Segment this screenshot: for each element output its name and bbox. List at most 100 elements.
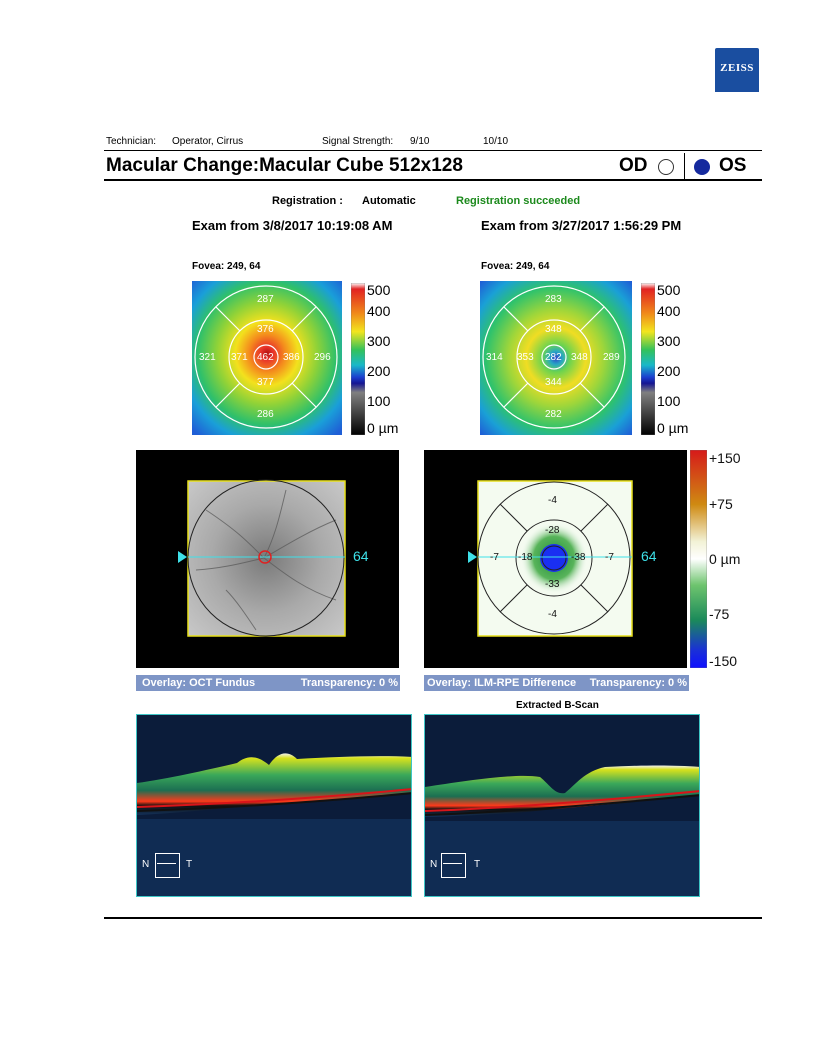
oct-fundus-panel [136, 450, 399, 668]
bscan-right: N T [424, 714, 700, 897]
scale-left-500: 500 [367, 282, 391, 298]
diff-scale-minus150: -150 [709, 653, 738, 669]
diff-inner-top: -28 [545, 525, 560, 536]
etdrs-left-outer-bottom: 286 [257, 409, 274, 420]
thickness-scale-right-labels: 500 400 300 200 100 0 µm [657, 281, 707, 441]
diff-scale-plus150: +150 [709, 450, 741, 466]
bscan-right-nasal: N [430, 859, 438, 870]
difference-scale-bar [690, 450, 707, 668]
technician-label: Technician: [106, 136, 157, 147]
thickness-scale-left-bar [351, 283, 365, 435]
diff-outer-left: -7 [490, 552, 499, 563]
bscan-left-nasal: N [142, 859, 150, 870]
etdrs-right-inner-right: 348 [571, 352, 588, 363]
bscan-left-orientation-box [155, 853, 180, 878]
exam-left-title: Exam from 3/8/2017 10:19:08 AM [192, 218, 393, 233]
etdrs-left-values: 287 376 462 386 296 377 286 371 321 [192, 281, 342, 435]
header-rule-bottom [104, 179, 762, 181]
bscan-right-arrow-icon [443, 863, 462, 864]
scale-right-100: 100 [657, 393, 681, 409]
scale-right-400: 400 [657, 303, 681, 319]
difference-overlay-label: Overlay: ILM-RPE Difference [427, 677, 577, 689]
etdrs-right-outer-right: 289 [603, 352, 620, 363]
fundus-overlay-bar[interactable]: Overlay: OCT Fundus Transparency: 0 % [136, 675, 400, 691]
fundus-overlay-label: Overlay: OCT Fundus [142, 677, 256, 689]
scale-left-200: 200 [367, 363, 391, 379]
zeiss-logo-text: ZEISS [720, 62, 754, 74]
etdrs-right-outer-top: 283 [545, 294, 562, 305]
zeiss-logo [715, 48, 759, 92]
bscan-right-image [425, 715, 699, 896]
etdrs-left-outer-right: 296 [314, 352, 331, 363]
footer-rule [104, 917, 762, 919]
diff-scale-zero: 0 µm [709, 551, 741, 567]
registration-label: Registration : [272, 195, 343, 207]
scale-left-300: 300 [367, 333, 391, 349]
etdrs-left-inner-left: 371 [231, 352, 248, 363]
etdrs-right-outer-bottom: 282 [545, 409, 562, 420]
scale-right-500: 500 [657, 282, 681, 298]
zeiss-logo-band [715, 86, 759, 92]
difference-transparency-label: Transparency: 0 % [589, 677, 687, 689]
ilm-rpe-difference-panel [424, 450, 687, 668]
bscan-left-arrow-icon [157, 863, 176, 864]
scale-right-200: 200 [657, 363, 681, 379]
signal-strength-label: Signal Strength: [322, 136, 394, 147]
etdrs-left-center: 462 [257, 352, 274, 363]
etdrs-left-inner-top: 376 [257, 324, 274, 335]
bscan-right-orientation-box [441, 853, 466, 878]
diff-outer-bottom: -4 [548, 609, 557, 620]
difference-overlay-bar[interactable]: Overlay: ILM-RPE Difference Transparency… [424, 675, 689, 691]
etdrs-right-inner-bottom: 344 [545, 377, 562, 388]
difference-slice-label: 64 [641, 548, 657, 564]
etdrs-left-inner-right: 386 [283, 352, 300, 363]
diff-scale-minus75: -75 [709, 606, 730, 622]
header-rule-top [104, 150, 762, 151]
etdrs-right-outer-left: 314 [486, 352, 503, 363]
os-label: OS [719, 155, 747, 176]
eye-divider [684, 153, 685, 179]
thickness-scale-left-labels: 500 400 300 200 100 0 µm [367, 281, 417, 441]
signal-strength-value-2: 10/10 [483, 136, 509, 147]
thickness-map-right [480, 281, 632, 435]
page-title: Macular Change:Macular Cube 512x128 [106, 155, 463, 176]
os-selected-icon [694, 159, 710, 175]
etdrs-right-values: 283 348 282 348 289 344 282 353 314 [480, 281, 632, 435]
exam-right-title: Exam from 3/27/2017 1:56:29 PM [481, 218, 682, 233]
diff-inner-left: -18 [518, 552, 533, 563]
scale-right-0: 0 µm [657, 420, 689, 436]
bscan-left-temporal: T [186, 859, 193, 870]
diff-scale-plus75: +75 [709, 496, 733, 512]
fundus-transparency-label: Transparency: 0 % [300, 677, 398, 689]
signal-strength-value-1: 9/10 [410, 136, 430, 147]
etdrs-left-outer-top: 287 [257, 294, 274, 305]
bscan-right-temporal: T [474, 859, 481, 870]
etdrs-left-outer-left: 321 [199, 352, 216, 363]
scale-right-300: 300 [657, 333, 681, 349]
scale-left-0: 0 µm [367, 420, 399, 436]
registration-status: Registration succeeded [456, 195, 581, 207]
scale-left-100: 100 [367, 393, 391, 409]
diff-inner-right: -38 [571, 552, 586, 563]
difference-scale-labels: +150 +75 0 µm -75 -150 [709, 450, 759, 670]
etdrs-right-inner-left: 353 [517, 352, 534, 363]
thickness-scale-right-bar [641, 283, 655, 435]
diff-inner-bottom: -33 [545, 579, 560, 590]
od-label: OD [619, 155, 648, 176]
fundus-slice-label: 64 [353, 548, 369, 564]
thickness-map-left [192, 281, 342, 435]
exam-right-fovea: Fovea: 249, 64 [481, 261, 550, 272]
od-radio-icon [658, 159, 674, 175]
bscan-left: N T [136, 714, 412, 897]
difference-values: -4 -28 -38 -7 -33 -4 -18 -7 [424, 450, 687, 668]
exam-left-fovea: Fovea: 249, 64 [192, 261, 261, 272]
extracted-bscan-caption: Extracted B-Scan [516, 700, 599, 711]
diff-outer-right: -7 [605, 552, 614, 563]
bscan-left-image [137, 715, 411, 896]
etdrs-right-center: 282 [545, 352, 562, 363]
scale-left-400: 400 [367, 303, 391, 319]
etdrs-left-inner-bottom: 377 [257, 377, 274, 388]
technician-value: Operator, Cirrus [172, 136, 244, 147]
registration-value: Automatic [362, 195, 416, 207]
diff-outer-top: -4 [548, 495, 557, 506]
